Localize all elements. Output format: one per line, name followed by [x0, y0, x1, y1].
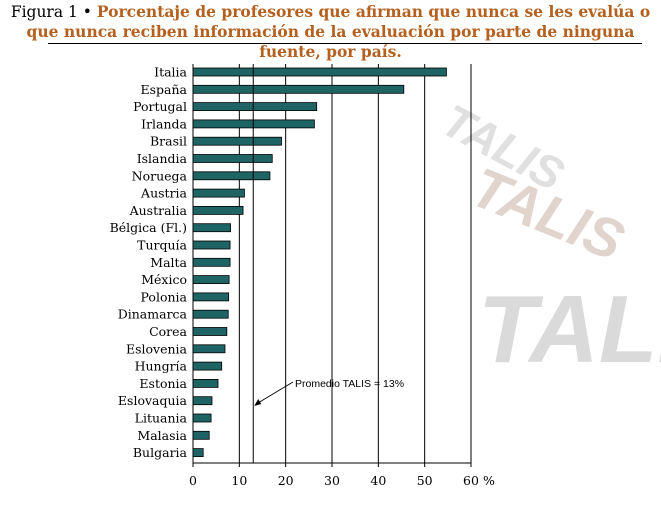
category-label: Estonia — [139, 376, 187, 391]
bar — [192, 448, 204, 458]
bar — [192, 378, 219, 388]
category-label: Italia — [154, 65, 187, 80]
bar — [192, 344, 226, 354]
x-tick-label: 40 — [370, 473, 386, 488]
category-label: Malta — [150, 255, 187, 270]
category-label: Brasil — [150, 134, 187, 149]
x-tick-label: 50 — [417, 473, 433, 488]
bar — [192, 396, 213, 406]
reference-annotation: Promedio TALIS = 13% — [252, 64, 404, 463]
category-label: Lituania — [135, 411, 188, 426]
bar — [192, 188, 245, 198]
category-label: Dinamarca — [118, 307, 188, 322]
category-label: Australia — [129, 203, 188, 218]
x-axis-unit: % — [483, 473, 495, 488]
x-tick-label: 20 — [278, 473, 294, 488]
bar — [192, 205, 244, 215]
bar — [192, 292, 230, 302]
category-label: Malasia — [137, 428, 187, 443]
category-label: México — [141, 272, 187, 287]
annotation-arrow — [256, 381, 294, 405]
svg-text:TALIS: TALIS — [478, 276, 661, 383]
category-label: España — [141, 82, 188, 97]
bar — [192, 171, 271, 181]
bar — [192, 223, 231, 233]
figure-title: Porcentaje de profesores que afirman que… — [26, 2, 651, 61]
x-tick-label: 10 — [231, 473, 247, 488]
bar — [192, 413, 212, 423]
bars — [192, 67, 447, 458]
x-tick-label: 60 — [463, 473, 479, 488]
figure-label: Figura 1 • — [10, 3, 92, 21]
bar — [192, 309, 229, 319]
bar — [192, 275, 230, 285]
bar — [192, 67, 447, 77]
category-label: Eslovaquia — [118, 393, 188, 408]
x-tick-label: 30 — [324, 473, 340, 488]
category-label: Irlanda — [141, 116, 187, 131]
category-label: Polonia — [141, 289, 188, 304]
bar — [192, 257, 231, 267]
bar — [192, 327, 228, 336]
bar — [192, 136, 282, 146]
category-label: Noruega — [132, 168, 188, 183]
category-labels: Italia España Portugal Irlanda Brasil Islandi… — [110, 65, 188, 461]
category-label: Bulgaria — [133, 445, 188, 460]
category-label: Eslovenia — [126, 341, 188, 356]
bar — [192, 430, 210, 440]
x-axis-ticks: 0 10 20 30 40 50 60% — [189, 463, 495, 488]
bar — [192, 361, 223, 371]
reference-label: Promedio TALIS = 13% — [295, 378, 404, 390]
category-label: Corea — [149, 324, 187, 339]
bar — [192, 240, 231, 250]
category-label: Islandia — [137, 151, 188, 166]
bar — [192, 102, 318, 111]
title-rule — [48, 43, 642, 44]
bar — [192, 154, 273, 163]
category-label: Hungría — [135, 359, 188, 374]
x-tick-label: 0 — [189, 473, 197, 488]
category-label: Portugal — [133, 99, 187, 114]
category-label: Bélgica (Fl.) — [110, 220, 187, 235]
bar — [192, 84, 405, 94]
figure-title-block: Figura 1 • Porcentaje de profesores que … — [0, 2, 661, 62]
annotation-arrowhead — [254, 399, 262, 406]
category-label: Austria — [140, 186, 187, 201]
category-label: Turquía — [137, 238, 187, 253]
